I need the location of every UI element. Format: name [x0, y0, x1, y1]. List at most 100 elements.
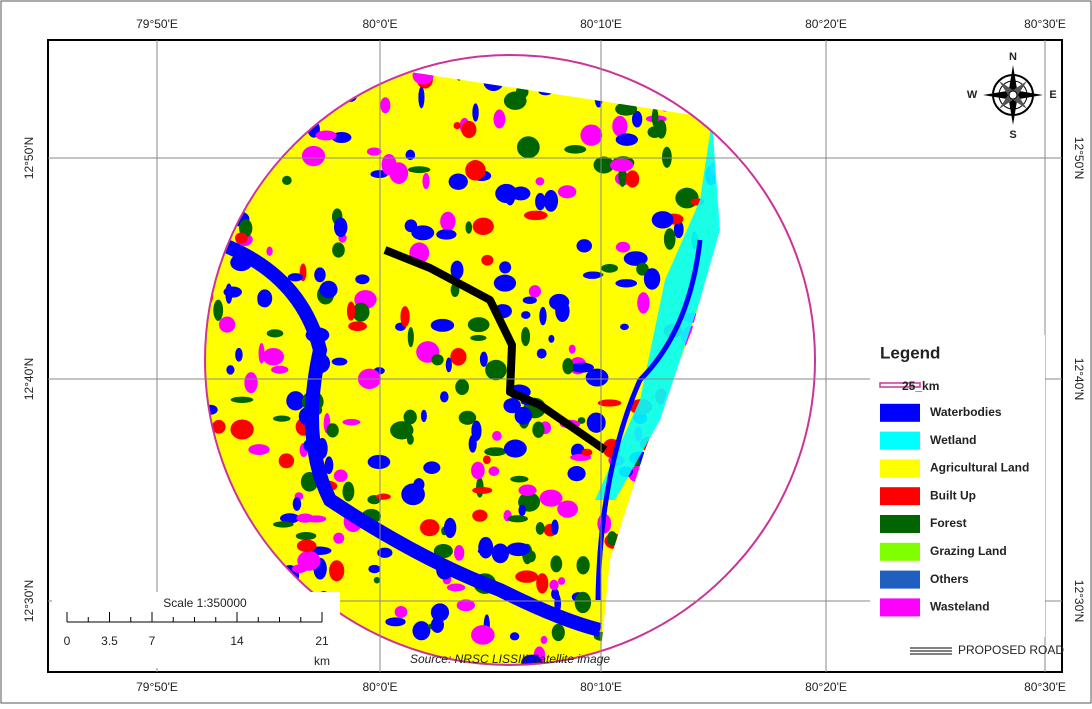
land-patch — [431, 319, 454, 332]
legend-label: 25_km — [902, 379, 939, 393]
land-patch — [273, 521, 294, 527]
land-patch — [389, 162, 408, 184]
land-patch — [343, 419, 361, 425]
land-patch — [480, 352, 488, 367]
legend-title: Legend — [880, 343, 940, 362]
land-patch — [355, 274, 369, 284]
land-patch — [440, 391, 449, 402]
legend-label: Grazing Land — [930, 544, 1007, 558]
land-patch — [431, 617, 444, 633]
land-patch — [532, 421, 544, 437]
land-patch — [314, 267, 325, 282]
land-patch — [478, 537, 493, 559]
compass-n: N — [1009, 51, 1017, 63]
land-patch — [273, 415, 290, 421]
land-patch — [235, 348, 243, 362]
land-patch — [540, 490, 563, 507]
land-patch — [472, 487, 492, 494]
land-patch — [334, 217, 347, 237]
longitude-label: 80°0'E — [362, 17, 397, 31]
land-patch — [447, 584, 465, 592]
land-patch — [620, 324, 629, 330]
land-patch — [465, 160, 486, 180]
land-patch — [664, 228, 676, 250]
land-patch — [454, 545, 464, 561]
land-patch — [510, 632, 519, 640]
legend-swatch — [880, 515, 920, 533]
land-patch — [376, 494, 391, 500]
land-patch — [292, 565, 307, 574]
land-patch — [315, 130, 336, 140]
land-patch — [536, 573, 548, 593]
land-patch — [601, 264, 618, 273]
land-patch — [461, 121, 476, 138]
land-patch — [368, 565, 380, 573]
longitude-label: 80°30'E — [1024, 17, 1066, 31]
land-patch — [374, 577, 380, 584]
scale-tick-label: 7 — [149, 634, 156, 648]
longitude-label: 79°50'E — [136, 17, 178, 31]
land-patch — [473, 218, 494, 235]
land-patch — [405, 219, 418, 232]
latitude-label: 12°40'N — [22, 358, 36, 400]
land-patch — [524, 211, 548, 221]
land-patch — [562, 358, 573, 374]
legend-swatch — [880, 432, 920, 450]
legend-label: Waterbodies — [930, 405, 1002, 419]
land-patch — [329, 560, 344, 581]
land-patch — [577, 556, 590, 574]
land-patch — [342, 482, 354, 502]
land-patch — [478, 548, 492, 554]
land-patch — [244, 372, 257, 393]
land-patch — [332, 242, 345, 257]
land-patch — [518, 505, 525, 516]
scale-tick-label: 14 — [230, 634, 244, 648]
latitude-label: 12°50'N — [1072, 137, 1086, 179]
land-patch — [347, 302, 355, 321]
land-patch — [485, 360, 507, 381]
land-patch — [569, 345, 576, 354]
legend-swatch — [880, 598, 920, 616]
land-patch — [549, 580, 558, 590]
land-patch — [616, 242, 630, 253]
land-patch — [510, 476, 528, 483]
land-patch — [333, 533, 344, 544]
land-patch — [615, 279, 637, 287]
land-patch — [454, 122, 461, 129]
road-label: PROPOSED ROAD — [958, 643, 1064, 657]
land-patch — [610, 159, 633, 172]
longitude-label: 80°20'E — [805, 680, 847, 694]
longitude-label: 80°20'E — [805, 17, 847, 31]
land-patch — [440, 212, 455, 231]
land-patch — [395, 606, 408, 618]
land-patch — [518, 485, 536, 496]
land-patch — [523, 296, 537, 304]
land-patch — [521, 311, 530, 319]
legend-label: Wetland — [930, 433, 976, 447]
land-patch — [551, 519, 558, 534]
land-patch — [575, 592, 591, 613]
land-patch — [235, 233, 248, 244]
land-patch — [558, 185, 576, 198]
land-patch — [468, 317, 490, 332]
compass-e: E — [1049, 89, 1056, 101]
land-patch — [580, 124, 602, 145]
legend-swatch — [880, 487, 920, 505]
legend-swatch — [880, 404, 920, 422]
land-patch — [644, 268, 660, 290]
legend: Legend 25_kmWaterbodiesWetlandAgricultur… — [870, 335, 1045, 637]
longitude-label: 80°10'E — [580, 680, 622, 694]
land-patch — [385, 617, 405, 626]
land-patch — [257, 289, 272, 307]
land-patch — [521, 327, 530, 346]
source: Source: NRSC LISSIII Satellite image — [410, 652, 610, 666]
land-patch — [459, 411, 477, 425]
land-patch — [380, 97, 390, 113]
land-patch — [263, 348, 284, 365]
land-patch — [484, 447, 506, 456]
land-patch — [267, 329, 284, 337]
land-patch — [213, 300, 223, 321]
land-patch — [557, 500, 578, 517]
land-patch — [408, 166, 430, 173]
land-patch — [271, 366, 288, 374]
